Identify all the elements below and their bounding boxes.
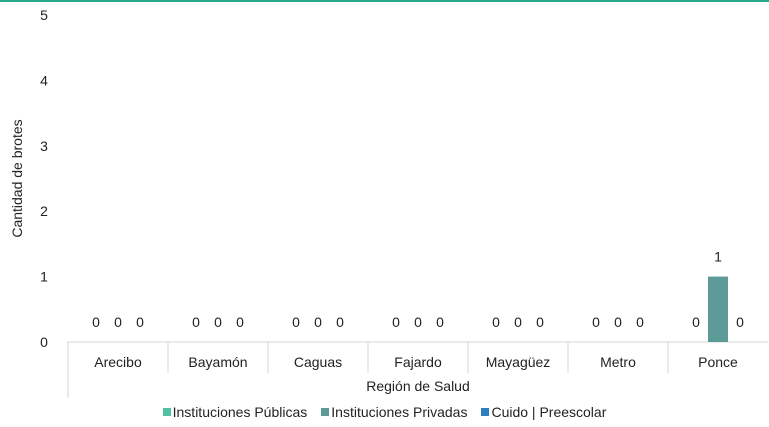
legend-label: Instituciones Privadas	[331, 404, 468, 420]
legend-swatch	[162, 408, 171, 416]
bar	[708, 276, 728, 342]
y-tick-label: 4	[40, 72, 48, 88]
data-label: 0	[236, 314, 244, 330]
data-label: 0	[614, 314, 622, 330]
legend-item: Cuido | Preescolar	[481, 404, 606, 420]
data-label: 0	[592, 314, 600, 330]
data-label: 0	[336, 314, 344, 330]
category-label: Arecibo	[94, 354, 142, 370]
y-axis-title: Cantidad de brotes	[9, 119, 25, 237]
data-label: 0	[636, 314, 644, 330]
y-tick-label: 3	[40, 138, 48, 154]
category-label: Mayagüez	[486, 354, 551, 370]
top-accent-rule	[0, 0, 769, 2]
y-tick-label: 1	[40, 269, 48, 285]
data-label: 0	[514, 314, 522, 330]
bar-chart: 0 1 2 3 4 5 Cantidad de brotes Arecibo Bayamón Ca…	[9, 7, 768, 398]
data-label: 0	[292, 314, 300, 330]
x-axis-title: Región de Salud	[366, 378, 470, 394]
data-label: 0	[492, 314, 500, 330]
legend-item: Instituciones Privadas	[321, 404, 467, 420]
legend-swatch	[481, 408, 490, 416]
legend-label: Instituciones Públicas	[172, 404, 308, 420]
category-label: Caguas	[294, 354, 342, 370]
category-label: Bayamón	[188, 354, 247, 370]
data-label: 1	[714, 249, 722, 265]
chart-legend: Instituciones Públicas Instituciones Priv…	[0, 404, 769, 420]
legend-item: Instituciones Públicas	[162, 404, 308, 420]
data-label: 0	[114, 314, 122, 330]
data-label: 0	[314, 314, 322, 330]
data-label: 0	[736, 314, 744, 330]
y-tick-label: 0	[40, 334, 48, 350]
category-label: Metro	[600, 354, 636, 370]
data-label: 0	[92, 314, 100, 330]
data-label: 0	[392, 314, 400, 330]
legend-label: Cuido | Preescolar	[491, 404, 607, 420]
data-label: 0	[536, 314, 544, 330]
data-label: 0	[214, 314, 222, 330]
category-label: Fajardo	[394, 354, 442, 370]
data-label: 0	[414, 314, 422, 330]
legend-swatch	[321, 408, 330, 416]
y-tick-label: 2	[40, 203, 48, 219]
y-tick-label: 5	[40, 7, 48, 23]
data-label: 0	[192, 314, 200, 330]
data-label: 0	[136, 314, 144, 330]
data-label: 0	[436, 314, 444, 330]
data-label: 0	[692, 314, 700, 330]
category-label: Ponce	[698, 354, 738, 370]
